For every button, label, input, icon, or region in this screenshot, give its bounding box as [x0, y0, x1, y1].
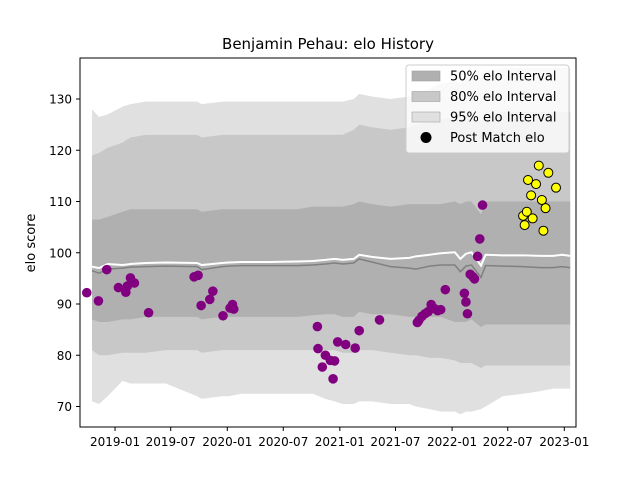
post-match-point — [472, 251, 483, 262]
post-match-point — [329, 356, 340, 366]
legend-swatch — [411, 70, 441, 82]
post-match-point — [193, 270, 203, 281]
post-match-point — [218, 310, 228, 321]
post-match-point — [113, 282, 124, 293]
legend-label: 50% elo Interval — [450, 70, 557, 85]
post-match-point-recent — [523, 174, 534, 185]
post-match-point — [313, 343, 323, 354]
axes: 70 80 90 100 110 120 130 2019-01 2019-07 2020-01 2… — [49, 57, 589, 449]
x-tick-label: 2022-01 — [427, 435, 477, 449]
post-match-point-recent — [533, 160, 544, 171]
legend-label: 80% elo Interval — [450, 90, 557, 105]
post-match-point — [462, 308, 473, 319]
plot-frame — [79, 57, 577, 428]
chart-title: Benjamin Pehau: elo History — [222, 35, 434, 53]
x-tick-label: 2021-07 — [370, 435, 420, 449]
band-50 — [91, 201, 571, 328]
post-match-point — [440, 284, 451, 295]
post-match-point — [354, 325, 365, 336]
post-match-points — [81, 160, 562, 384]
y-tick-label: 100 — [49, 246, 72, 260]
center-lines — [91, 251, 571, 279]
legend-label: Post Match elo — [450, 131, 545, 146]
post-match-point-recent — [538, 225, 549, 236]
post-match-point-recent — [531, 179, 542, 190]
post-match-point — [469, 274, 480, 284]
post-match-point-recent — [540, 203, 551, 214]
legend-marker — [420, 132, 432, 143]
post-match-point — [81, 287, 92, 298]
post-match-point — [459, 288, 470, 299]
legend-swatch — [411, 91, 441, 102]
legend-label: 95% elo Interval — [450, 111, 557, 126]
mean-line — [91, 251, 571, 270]
post-match-point — [204, 294, 215, 305]
interval-bands — [91, 68, 571, 415]
x-tick-label: 2022-07 — [483, 435, 533, 449]
post-match-point — [328, 374, 338, 384]
legend-box — [405, 64, 570, 154]
post-match-point-recent — [527, 213, 538, 224]
y-tick-label: 70 — [57, 400, 72, 414]
post-match-point — [208, 286, 218, 296]
legend-swatch — [411, 111, 441, 123]
post-match-point — [435, 304, 446, 315]
post-match-point — [332, 337, 343, 347]
post-match-point — [350, 343, 361, 353]
y-tick-label: 110 — [49, 195, 72, 209]
post-match-point-recent — [521, 206, 532, 217]
y-tick-label: 90 — [57, 298, 72, 312]
post-match-point — [312, 321, 323, 332]
legend: 50% elo Interval 80% elo Interval 95% elo … — [405, 64, 570, 154]
y-tick-label: 130 — [49, 93, 72, 107]
post-match-point — [101, 264, 112, 275]
x-tick-label: 2020-01 — [202, 435, 252, 449]
x-tick-label: 2019-07 — [146, 435, 196, 449]
y-axis-label: elo score — [24, 214, 39, 273]
post-match-point — [340, 339, 351, 350]
y-tick-label: 80 — [57, 349, 72, 363]
x-tick-label: 2019-01 — [90, 435, 140, 449]
post-match-point-recent — [543, 167, 554, 178]
post-match-point — [129, 278, 140, 288]
x-tick-label: 2020-07 — [258, 435, 308, 449]
post-match-point — [461, 297, 471, 307]
post-match-point-recent — [519, 220, 530, 231]
post-match-point — [228, 304, 239, 314]
post-match-point — [196, 300, 206, 311]
post-match-point-recent — [526, 190, 537, 201]
y-tick-label: 120 — [49, 144, 72, 158]
median-line — [91, 258, 571, 279]
post-match-point — [374, 315, 385, 325]
post-match-point-recent — [551, 182, 562, 193]
post-match-point — [474, 234, 485, 244]
post-match-point — [317, 362, 328, 372]
post-match-point — [477, 200, 488, 210]
post-match-point — [93, 296, 104, 306]
post-match-point — [143, 307, 154, 318]
x-tick-label: 2021-01 — [315, 435, 365, 449]
x-tick-label: 2023-01 — [539, 435, 589, 449]
post-match-point-recent — [536, 194, 547, 205]
